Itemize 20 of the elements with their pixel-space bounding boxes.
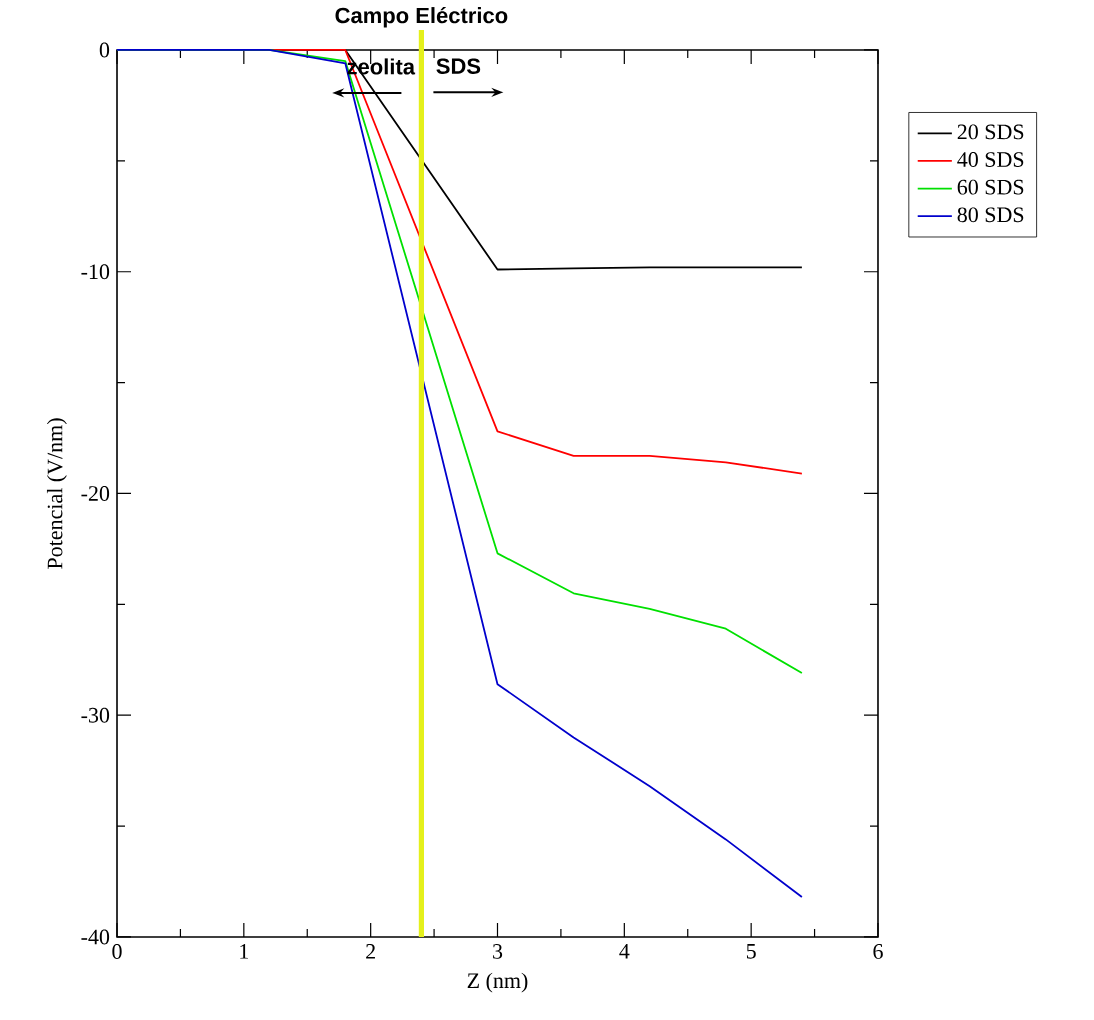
ref-line-label: Campo Eléctrico [335,6,508,28]
x-tick-label: 6 [873,944,883,959]
y-tick-label: -20 [81,486,110,501]
x-tick-label: 4 [619,944,630,959]
y-axis-title: Potencial (V/nm) [46,418,67,569]
x-tick-label: 0 [112,944,122,959]
y-tick-label: -10 [81,264,110,280]
y-tick-label: 0 [99,42,110,58]
x-tick-label: 2 [366,944,375,959]
y-tick-label: -30 [81,707,110,723]
y-tick-label: -40 [81,929,110,945]
x-tick-label: 5 [746,944,756,959]
legend-label: 60 SDS [957,179,1024,195]
x-tick-label: 3 [493,944,503,959]
legend-label: 80 SDS [957,207,1024,223]
x-axis-title: Z (nm) [467,972,528,993]
legend-label: 40 SDS [957,152,1024,167]
legend-label: 20 SDS [957,124,1024,140]
annotation: SDS [436,58,481,74]
x-tick-label: 1 [240,944,248,959]
